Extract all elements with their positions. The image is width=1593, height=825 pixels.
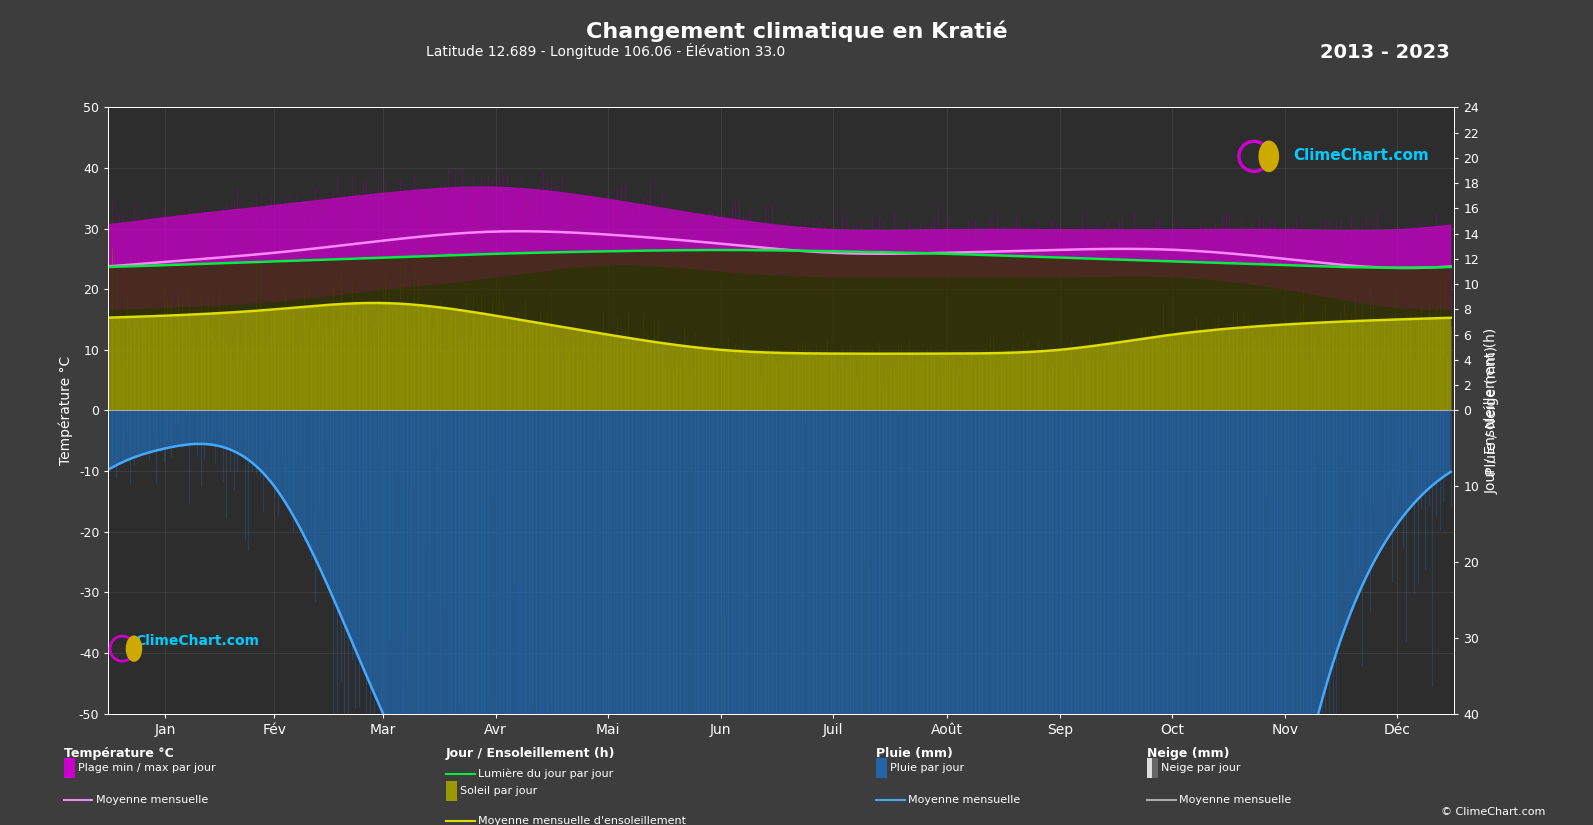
Text: Moyenne mensuelle d'ensoleillement: Moyenne mensuelle d'ensoleillement	[478, 816, 687, 825]
Text: Moyenne mensuelle: Moyenne mensuelle	[1179, 795, 1290, 805]
Text: Latitude 12.689 - Longitude 106.06 - Élévation 33.0: Latitude 12.689 - Longitude 106.06 - Élé…	[425, 43, 785, 59]
Text: ClimeChart.com: ClimeChart.com	[1294, 148, 1429, 163]
Text: Pluie (mm): Pluie (mm)	[876, 747, 953, 760]
Text: Soleil par jour: Soleil par jour	[460, 786, 537, 796]
Text: Lumière du jour par jour: Lumière du jour par jour	[478, 769, 613, 779]
Text: © ClimeChart.com: © ClimeChart.com	[1440, 807, 1545, 817]
Text: Moyenne mensuelle: Moyenne mensuelle	[908, 795, 1020, 805]
Ellipse shape	[1258, 140, 1279, 172]
Y-axis label: Température °C: Température °C	[59, 356, 73, 465]
Text: Moyenne mensuelle: Moyenne mensuelle	[96, 795, 207, 805]
Text: Température °C: Température °C	[64, 747, 174, 760]
Ellipse shape	[126, 635, 142, 662]
Text: Plage min / max par jour: Plage min / max par jour	[78, 763, 215, 773]
Text: Neige (mm): Neige (mm)	[1147, 747, 1230, 760]
Y-axis label: Pluie / Neige (mm): Pluie / Neige (mm)	[1485, 346, 1499, 475]
Text: Changement climatique en Kratié: Changement climatique en Kratié	[586, 21, 1007, 42]
Text: 2013 - 2023: 2013 - 2023	[1321, 43, 1450, 62]
Text: Neige par jour: Neige par jour	[1161, 763, 1241, 773]
Y-axis label: Jour / Ensoleillement (h): Jour / Ensoleillement (h)	[1485, 328, 1499, 493]
Text: ClimeChart.com: ClimeChart.com	[135, 634, 260, 648]
Text: Pluie par jour: Pluie par jour	[890, 763, 965, 773]
Text: Jour / Ensoleillement (h): Jour / Ensoleillement (h)	[446, 747, 615, 760]
